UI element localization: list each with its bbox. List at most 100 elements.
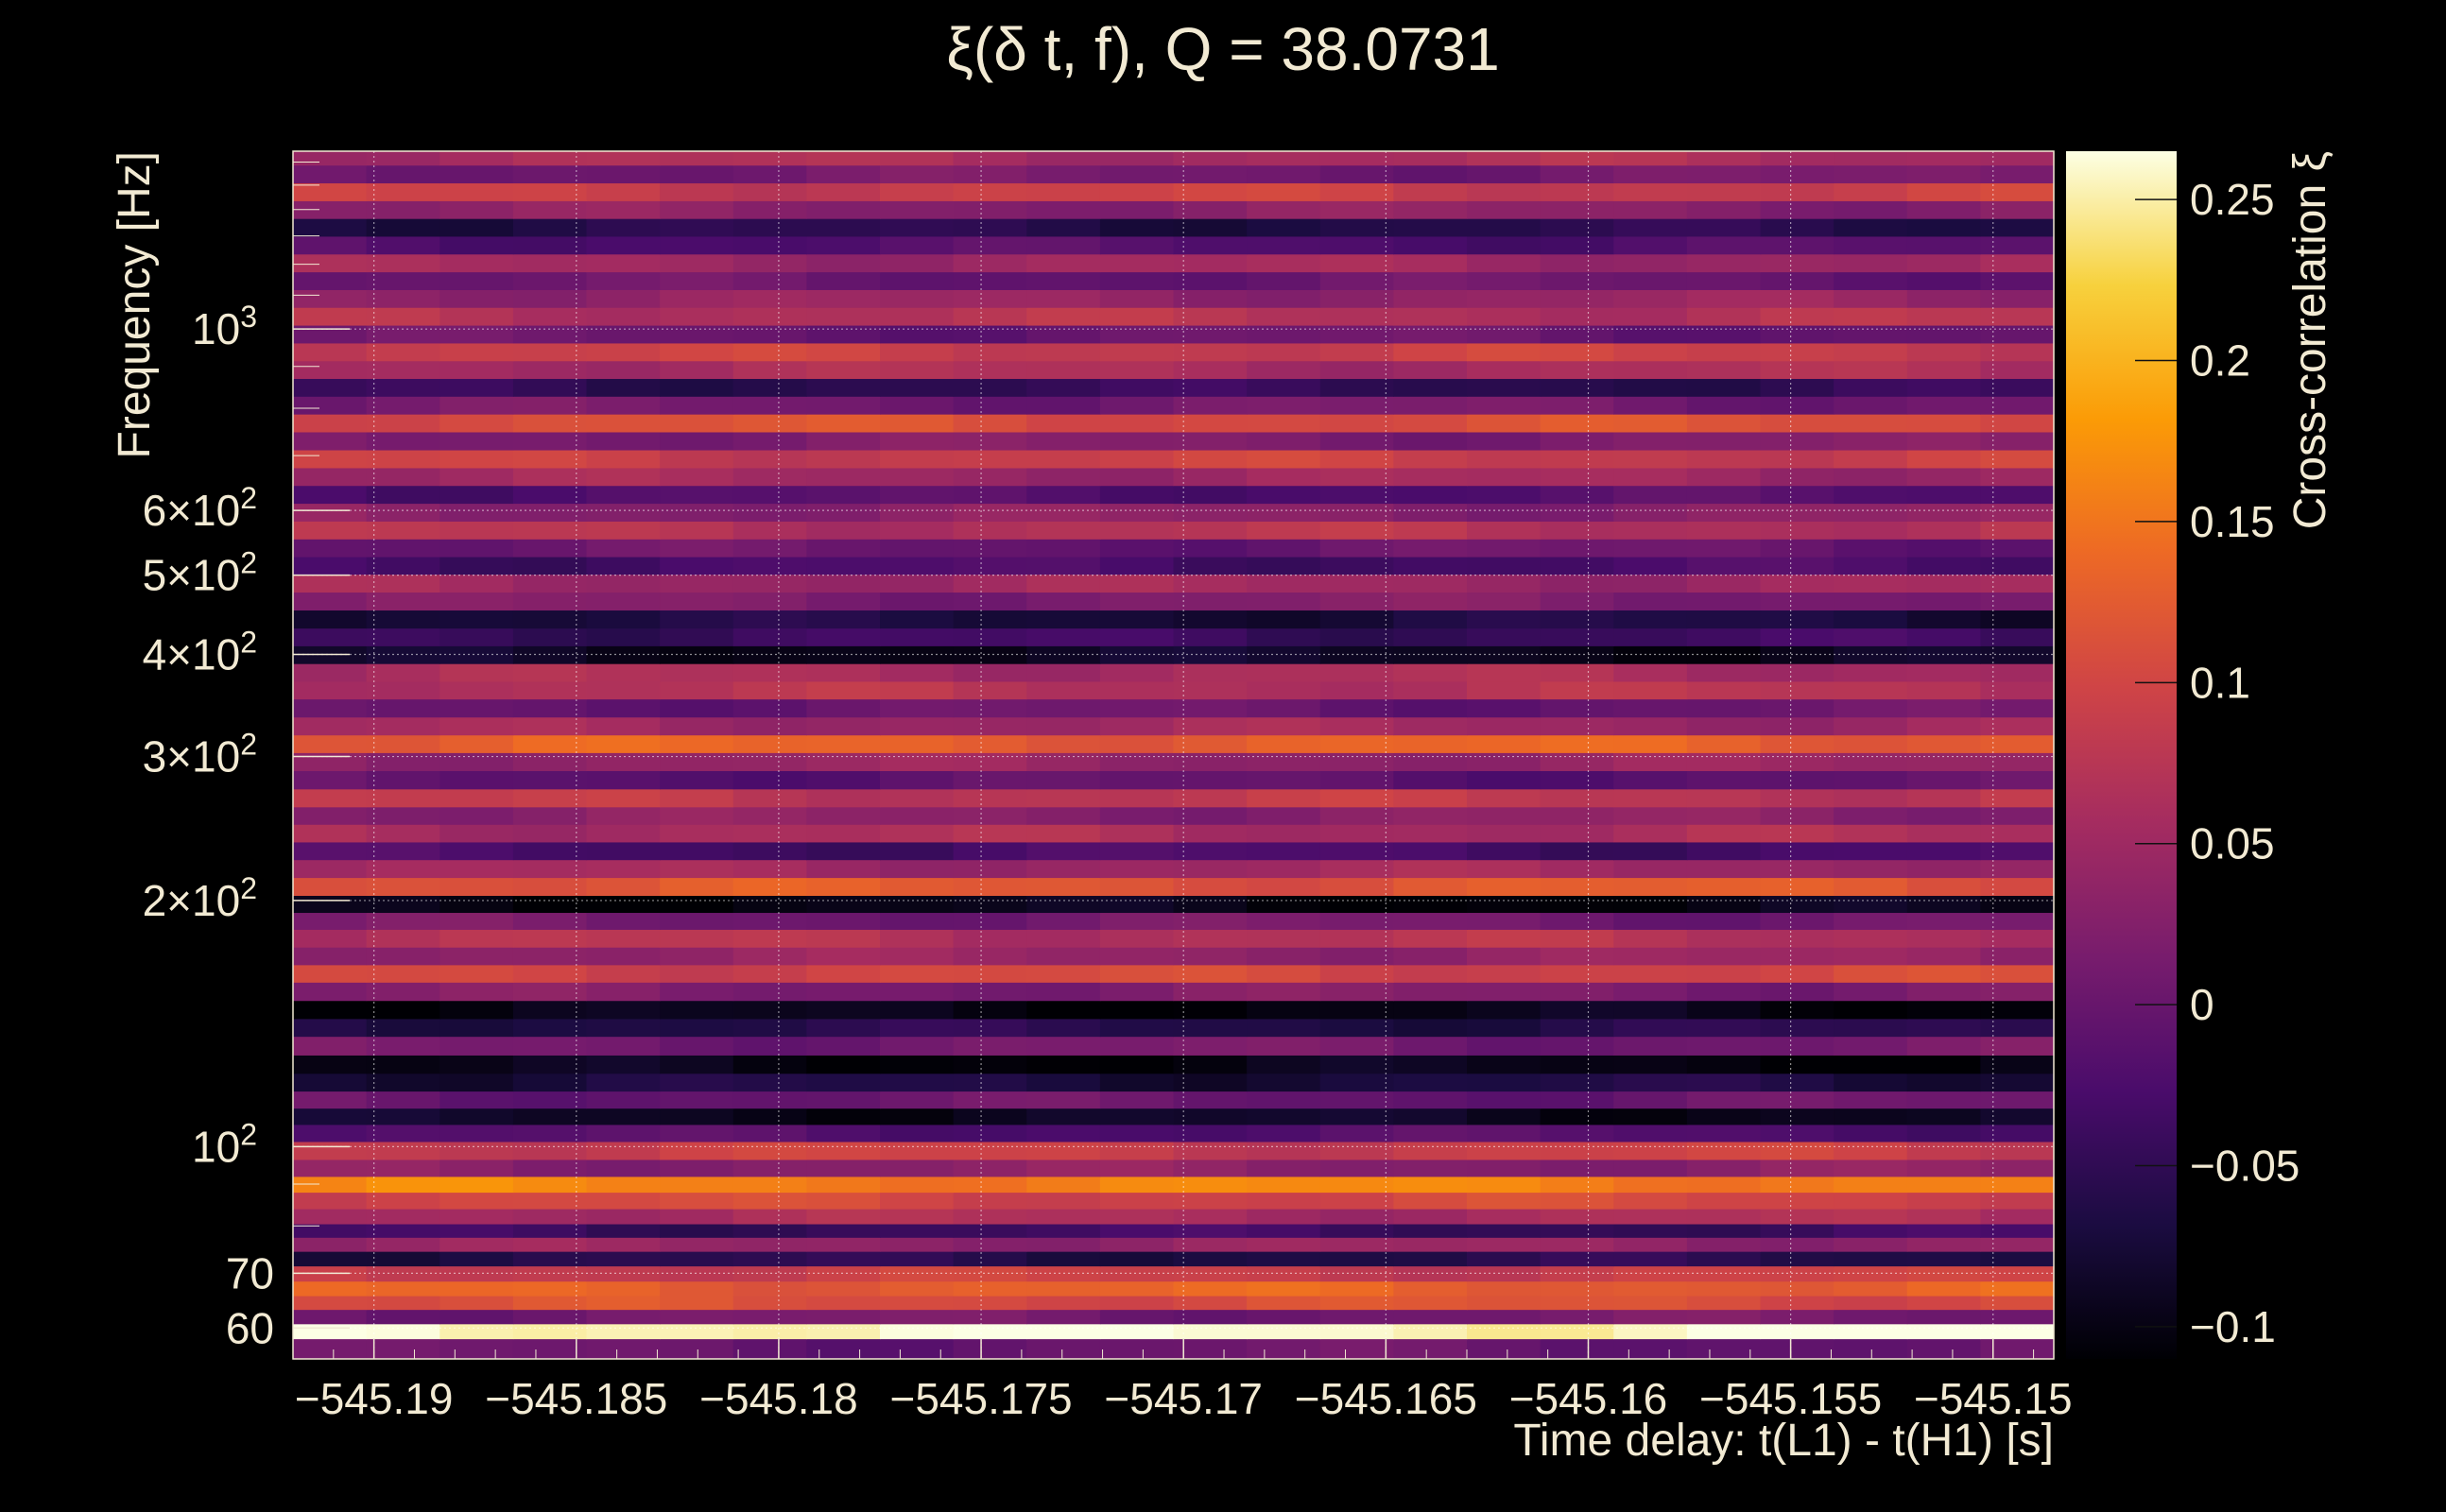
heatmap-cell	[1319, 467, 1394, 487]
heatmap-cell	[1247, 947, 1321, 966]
x-tick-label: −545.15	[1914, 1374, 2073, 1423]
heatmap-cell	[1834, 964, 1908, 983]
heatmap-cell	[512, 1323, 588, 1340]
heatmap-cell	[1980, 841, 2055, 861]
heatmap-cell	[1247, 859, 1321, 879]
heatmap-cell	[660, 200, 734, 219]
heatmap-cell	[880, 947, 955, 966]
heatmap-cell	[1613, 1251, 1688, 1267]
heatmap-cell	[1173, 182, 1248, 201]
heatmap-cell	[806, 1018, 881, 1038]
heatmap-cell	[586, 396, 661, 415]
heatmap-cell	[806, 1309, 881, 1325]
heatmap-cell	[586, 1280, 661, 1297]
heatmap-cell	[1099, 663, 1175, 682]
heatmap-cell	[953, 1176, 1027, 1194]
heatmap-cell	[439, 841, 514, 861]
x-tick-label: −545.16	[1509, 1374, 1668, 1423]
heatmap-cell	[660, 824, 734, 843]
heatmap-cell	[660, 521, 734, 540]
heatmap-cell	[880, 342, 955, 362]
heatmap-cell	[660, 1280, 734, 1297]
heatmap-cell	[293, 788, 368, 808]
heatmap-cell	[660, 307, 734, 326]
heatmap-cell	[1980, 1141, 2055, 1160]
heatmap-cell	[1319, 360, 1394, 379]
heatmap-cell	[1980, 342, 2055, 362]
heatmap-cell	[1686, 1000, 1762, 1020]
heatmap-cell	[1613, 1323, 1688, 1340]
heatmap-cell	[512, 467, 588, 487]
heatmap-cell	[1906, 503, 1981, 522]
heatmap-cell	[953, 253, 1027, 273]
heatmap-cell	[1393, 1251, 1468, 1267]
heatmap-cell	[880, 307, 955, 326]
chart-title: ξ(δ t, f), Q = 38.0731	[946, 15, 1499, 83]
heatmap-cell	[1613, 1192, 1688, 1210]
heatmap-cell	[1173, 151, 1248, 166]
heatmap-cell	[1026, 627, 1101, 646]
heatmap-cell	[1173, 877, 1248, 897]
heatmap-cell	[1173, 1192, 1248, 1210]
heatmap-cell	[512, 1208, 588, 1225]
heatmap-cell	[660, 982, 734, 1002]
heatmap-cell	[880, 360, 955, 379]
heatmap-cell	[1099, 200, 1175, 219]
x-tick-label: −545.155	[1699, 1374, 1882, 1423]
heatmap-cell	[953, 912, 1027, 930]
heatmap-cell	[660, 253, 734, 273]
heatmap-cell	[1613, 360, 1688, 379]
heatmap-cell	[1834, 1036, 1908, 1056]
heatmap-cell	[1834, 1124, 1908, 1143]
heatmap-cell	[1906, 698, 1981, 718]
heatmap-cell	[439, 164, 514, 184]
heatmap-cell	[880, 253, 955, 273]
heatmap-cell	[586, 378, 661, 397]
heatmap-cell	[1099, 877, 1175, 897]
heatmap-cell	[1540, 485, 1614, 505]
heatmap-cell	[953, 218, 1027, 237]
heatmap-cell	[880, 539, 955, 558]
heatmap-cell	[1026, 360, 1101, 379]
heatmap-cell	[586, 1265, 661, 1282]
heatmap-cell	[806, 592, 881, 611]
heatmap-cell	[880, 164, 955, 184]
heatmap-cell	[1026, 271, 1101, 290]
heatmap-cell	[1980, 1073, 2055, 1092]
heatmap-cell	[953, 788, 1027, 808]
heatmap-cell	[880, 235, 955, 255]
heatmap-cell	[953, 752, 1027, 771]
heatmap-cell	[1613, 556, 1688, 576]
heatmap-cell	[1026, 592, 1101, 611]
heatmap-cell	[1906, 982, 1981, 1002]
heatmap-cell	[1319, 964, 1394, 983]
heatmap-cell	[1906, 289, 1981, 308]
heatmap-cell	[1247, 1000, 1321, 1020]
heatmap-cell	[1393, 663, 1468, 682]
heatmap-cell	[293, 1124, 368, 1143]
heatmap-cell	[953, 610, 1027, 629]
heatmap-cell	[1540, 1018, 1614, 1038]
heatmap-cell	[1173, 1208, 1248, 1225]
heatmap-cell	[1613, 1159, 1688, 1177]
heatmap-cell	[512, 1073, 588, 1092]
heatmap-cell	[1834, 859, 1908, 879]
heatmap-cell	[586, 1018, 661, 1038]
heatmap-cell	[1026, 680, 1101, 700]
heatmap-cell	[1467, 574, 1542, 593]
heatmap-cell	[1613, 716, 1688, 736]
heatmap-cell	[1760, 806, 1834, 825]
heatmap-cell	[1026, 414, 1101, 433]
heatmap-cell	[1980, 414, 2055, 433]
heatmap-cell	[806, 1108, 881, 1125]
heatmap-cell	[806, 271, 881, 290]
heatmap-cell	[1026, 1237, 1101, 1252]
heatmap-cell	[1026, 982, 1101, 1002]
heatmap-cell	[1760, 253, 1834, 273]
heatmap-cell	[1393, 539, 1468, 558]
heatmap-cell	[439, 610, 514, 629]
heatmap-cell	[1319, 414, 1394, 433]
heatmap-cell	[512, 1280, 588, 1297]
heatmap-cell	[1026, 752, 1101, 771]
heatmap-cell	[1393, 503, 1468, 522]
